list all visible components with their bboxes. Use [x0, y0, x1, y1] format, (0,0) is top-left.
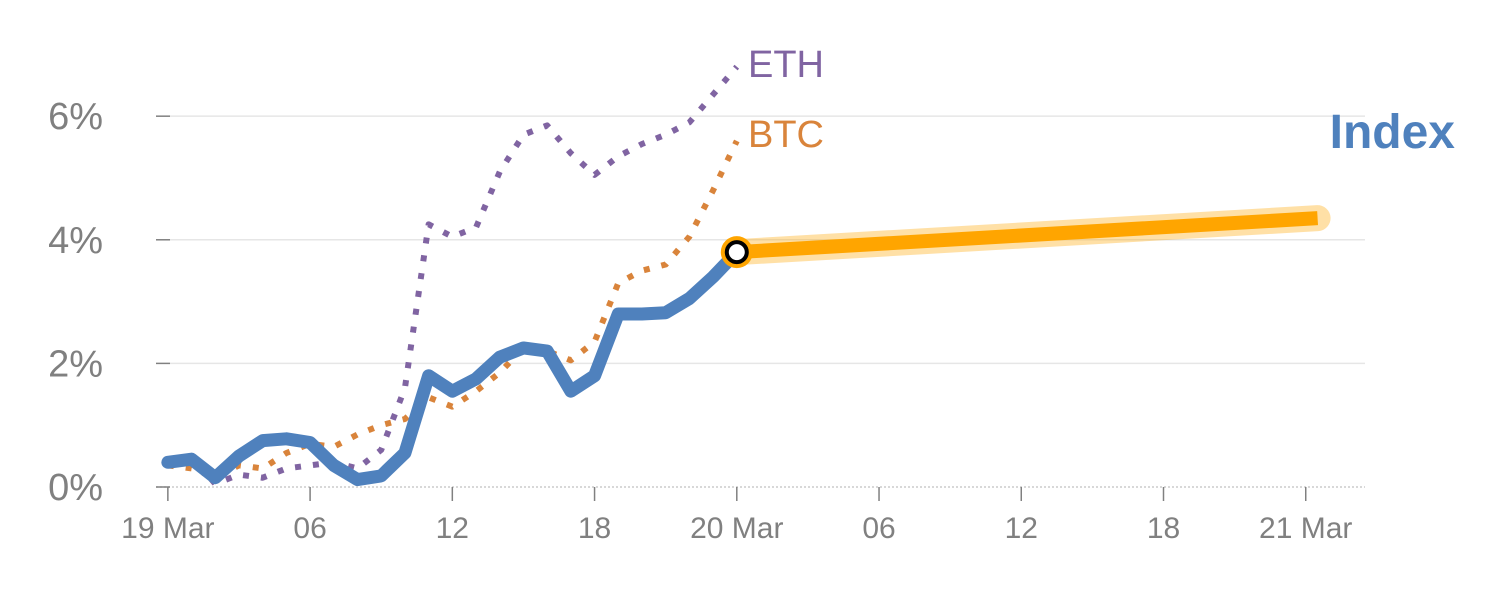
btc-series-line: [167, 139, 740, 481]
x-tick-label: 21 Mar: [1259, 512, 1352, 545]
x-tick-label: 20 Mar: [690, 512, 783, 545]
x-tick-label: 06: [293, 512, 326, 545]
y-tick-label: 4%: [48, 220, 103, 262]
btc-series-label: BTC: [748, 114, 824, 156]
y-tick-label: 6%: [48, 96, 103, 138]
y-axis: 0% 2% 4% 6%: [48, 96, 170, 509]
eth-series-label: ETH: [748, 44, 824, 86]
y-tick-label: 2%: [48, 343, 103, 385]
series-layer: [161, 64, 744, 487]
x-axis: 19 Mar 06 12 18 20 Mar 06 12 18 21 Mar: [121, 486, 1365, 545]
x-tick-label: 12: [436, 512, 469, 545]
index-series-label: Index: [1330, 106, 1456, 159]
forecast-line: [736, 211, 1318, 260]
series-labels: ETH BTC Index: [748, 44, 1455, 159]
x-tick-label: 18: [1147, 512, 1180, 545]
y-tick-label: 0%: [48, 467, 103, 509]
current-point-marker: [724, 240, 749, 265]
eth-series-line: [167, 64, 740, 487]
x-tick-label: 12: [1005, 512, 1038, 545]
forecast-layer: [720, 205, 1331, 269]
x-tick-label: 18: [578, 512, 611, 545]
x-tick-label: 19 Mar: [121, 512, 214, 545]
grid-lines: [170, 115, 1365, 365]
x-tick-label: 06: [862, 512, 895, 545]
index-series-line: [161, 245, 744, 487]
